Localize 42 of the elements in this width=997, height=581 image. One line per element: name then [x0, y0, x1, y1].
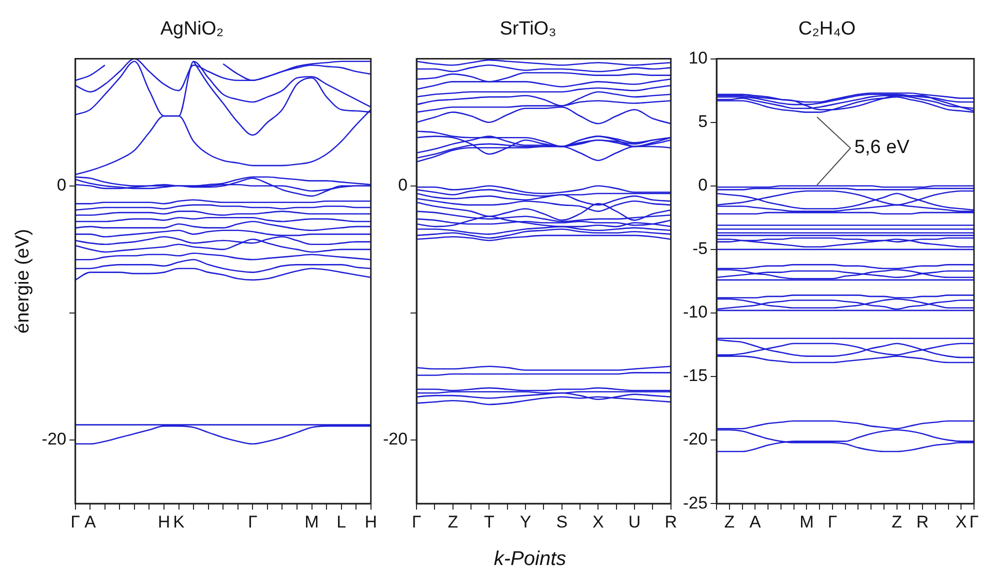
x-tick-label: Γ [969, 512, 979, 532]
y-axis-title: énergie (eV) [12, 228, 34, 334]
x-tick-label: L [336, 512, 346, 532]
y-tick-label: 0 [698, 176, 708, 195]
x-tick-label: S [556, 512, 568, 532]
x-tick-label: Γ [70, 512, 80, 532]
x-tick-label: A [750, 512, 762, 532]
x-tick-label: H [158, 512, 170, 532]
chart-title: SrTiO₃ [500, 18, 556, 40]
x-tick-label: R [664, 512, 677, 532]
y-tick-label: -20 [42, 430, 66, 449]
annotation: 5,6 eV [854, 136, 910, 158]
y-tick-label: 0 [398, 176, 408, 195]
x-tick-label: Γ [412, 512, 422, 532]
y-tick-label: -15 [682, 366, 708, 386]
chart-title: C₂H₄O [798, 18, 856, 40]
x-axis-title: k-Points [492, 548, 568, 571]
x-tick-label: Z [448, 512, 458, 532]
x-tick-label: X [955, 512, 967, 532]
y-tick-label: -20 [382, 430, 408, 449]
x-tick-label: H [364, 512, 377, 532]
x-tick-label: Z [724, 512, 735, 532]
x-tick-label: A [84, 512, 96, 532]
y-tick-label: 10 [688, 48, 708, 68]
x-tick-label: Y [520, 512, 532, 532]
x-tick-label: X [592, 512, 604, 532]
x-tick-label: R [916, 512, 929, 532]
chart-title: AgNiO₂ [160, 18, 224, 40]
x-tick-label: Γ [828, 512, 838, 532]
x-tick-label: T [484, 512, 494, 532]
y-tick-label: 5 [698, 112, 708, 132]
x-tick-label: K [173, 512, 186, 532]
x-tick-label: M [800, 512, 814, 532]
x-tick-label: Z [892, 512, 902, 532]
x-tick-label: Γ [248, 512, 258, 532]
y-tick-label: 0 [56, 176, 66, 195]
y-tick-label: -5 [692, 239, 708, 258]
y-tick-label: -25 [682, 493, 708, 512]
x-tick-label: U [628, 512, 641, 532]
y-tick-label: -10 [682, 302, 708, 322]
y-tick-label: -20 [682, 430, 708, 449]
x-tick-label: M [304, 512, 319, 532]
